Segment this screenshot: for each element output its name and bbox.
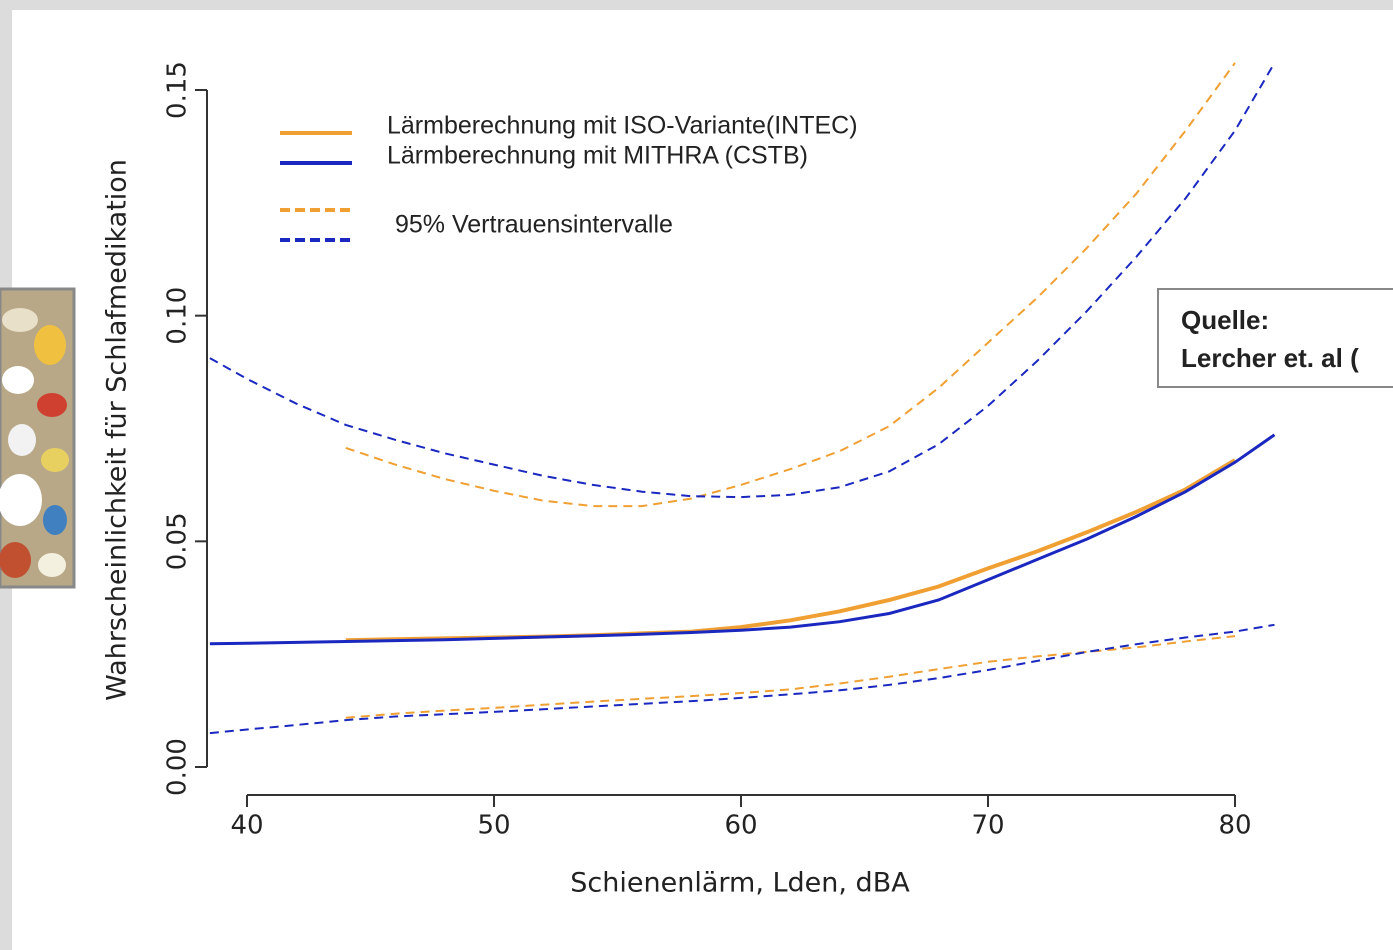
x-axis-title: Schienenlärm, Lden, dBA — [570, 868, 910, 899]
chart: Quelle: Lercher et. al ( Schienenlärm, L… — [0, 0, 1393, 950]
source-box: Quelle: Lercher et. al ( — [1158, 289, 1393, 387]
x-tick-label: 80 — [1218, 811, 1251, 841]
pill-image — [0, 289, 74, 587]
legend-label: Lärmberechnung mit MITHRA (CSTB) — [387, 142, 808, 170]
page: Quelle: Lercher et. al ( Schienenlärm, L… — [0, 0, 1393, 950]
y-tick-label: 0.10 — [163, 287, 193, 345]
source-label: Quelle: — [1181, 305, 1269, 335]
x-tick-label: 60 — [724, 811, 757, 841]
source-text: Lercher et. al ( — [1181, 343, 1359, 373]
x-tick-label: 50 — [477, 811, 510, 841]
y-tick-label: 0.15 — [163, 61, 193, 119]
y-tick-label: 0.05 — [163, 512, 193, 570]
legend-label: Lärmberechnung mit ISO-Variante(INTEC) — [387, 112, 858, 140]
x-tick-label: 40 — [230, 811, 263, 841]
y-tick-label: 0.00 — [163, 738, 193, 796]
x-tick-label: 70 — [971, 811, 1004, 841]
y-axis-title: Wahrscheinlichkeit für Schlafmedikation — [102, 159, 133, 701]
legend-label: 95% Vertrauensintervalle — [395, 211, 673, 239]
